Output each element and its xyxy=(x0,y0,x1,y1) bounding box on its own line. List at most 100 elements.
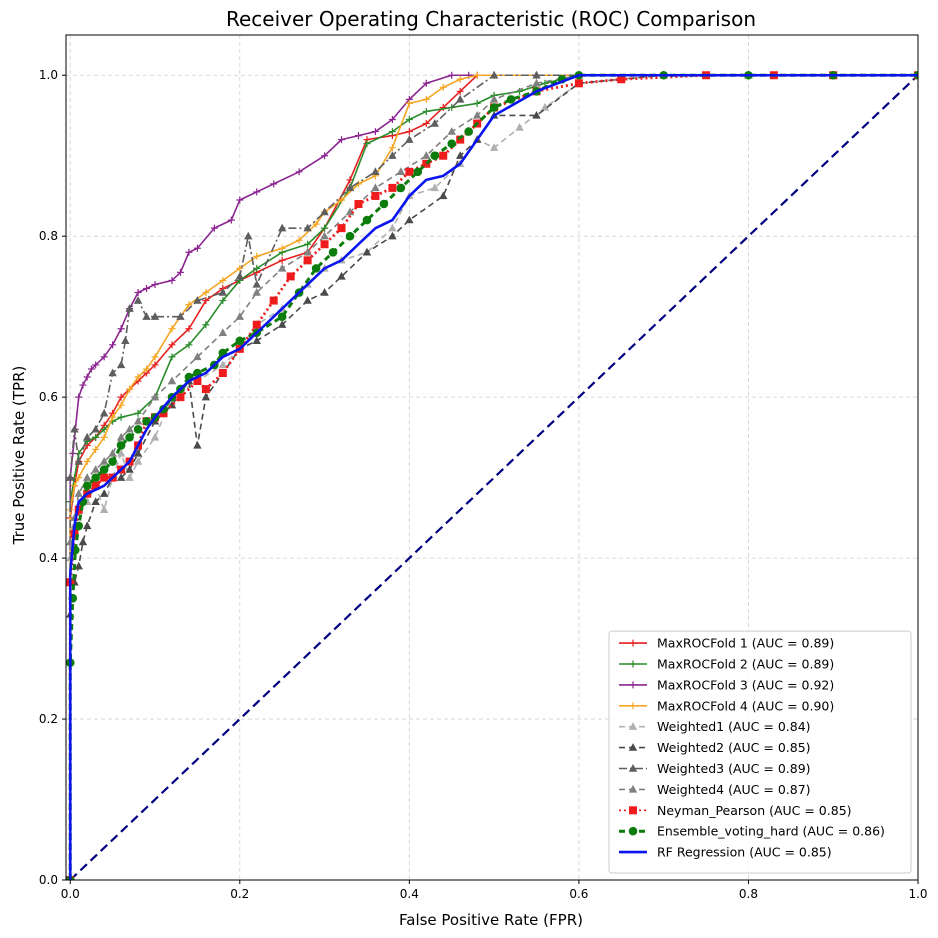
series-point xyxy=(168,341,176,349)
legend-item: MaxROCFold 2 (AUC = 0.89) xyxy=(619,657,834,672)
series-point xyxy=(202,297,210,305)
legend-label: Weighted2 (AUC = 0.85) xyxy=(657,740,811,755)
series-point xyxy=(125,433,134,442)
legend-item: Ensemble_voting_hard (AUC = 0.86) xyxy=(619,824,885,839)
series-point xyxy=(506,95,516,104)
series-point xyxy=(150,432,160,441)
legend-item: Weighted3 (AUC = 0.89) xyxy=(619,761,811,776)
legend-label: MaxROCFold 2 (AUC = 0.89) xyxy=(657,657,834,672)
series-point xyxy=(328,247,338,257)
series-point xyxy=(270,180,278,188)
series-point xyxy=(532,70,541,79)
series-point xyxy=(218,360,228,369)
series-point xyxy=(354,132,362,140)
series-point xyxy=(185,341,193,349)
series-point xyxy=(439,191,448,200)
chance-line xyxy=(69,74,919,881)
series-point xyxy=(82,521,92,530)
x-tick-label: 0.2 xyxy=(230,887,249,901)
series-point xyxy=(617,75,626,84)
series-point xyxy=(320,288,329,296)
legend-item: RF Regression (AUC = 0.85) xyxy=(619,845,832,860)
series-10 xyxy=(66,70,918,880)
legend-label: Ensemble_voting_hard (AUC = 0.86) xyxy=(657,824,885,839)
series-point xyxy=(456,135,465,144)
series-point xyxy=(168,353,176,361)
series-point xyxy=(151,361,159,369)
legend-swatch-marker xyxy=(628,764,638,772)
series-point xyxy=(185,301,193,309)
series-point xyxy=(92,433,100,441)
legend-label: MaxROCFold 3 (AUC = 0.92) xyxy=(657,677,834,692)
legend-label: Weighted1 (AUC = 0.84) xyxy=(657,719,811,734)
series-point xyxy=(125,473,134,481)
legend-label: Weighted4 (AUC = 0.87) xyxy=(657,782,811,797)
series-point xyxy=(185,248,193,256)
x-tick-label: 0.6 xyxy=(569,887,588,901)
series-point xyxy=(176,312,185,320)
legend-swatch-marker xyxy=(629,660,637,668)
series-point xyxy=(320,231,329,240)
series-point xyxy=(91,465,100,473)
series-point xyxy=(99,505,109,514)
series-point xyxy=(439,103,447,111)
y-tick-label: 1.0 xyxy=(39,68,58,82)
series-point xyxy=(116,473,126,481)
series-point xyxy=(100,353,108,361)
series-point xyxy=(388,116,396,123)
series-point xyxy=(218,328,228,336)
series-point xyxy=(201,385,210,394)
series-point xyxy=(338,136,346,144)
y-tick-label: 0.8 xyxy=(39,229,58,243)
series-point xyxy=(116,432,126,441)
series-point xyxy=(473,71,481,79)
series-point xyxy=(202,321,210,329)
series-point xyxy=(99,489,109,497)
series-point xyxy=(117,401,125,409)
series-point xyxy=(422,79,430,87)
series-point xyxy=(133,425,143,434)
legend-item: Neyman_Pearson (AUC = 0.85) xyxy=(619,803,852,818)
series-point xyxy=(108,368,117,377)
series-point xyxy=(321,224,329,232)
series-point xyxy=(117,413,125,421)
series-point xyxy=(82,473,92,481)
series-point xyxy=(405,99,413,107)
series-point xyxy=(388,151,397,159)
series-point xyxy=(295,236,303,244)
series-point xyxy=(338,196,346,204)
series-point xyxy=(176,393,185,402)
series-point xyxy=(100,433,108,441)
series-point xyxy=(74,489,83,497)
plot-frame xyxy=(65,34,919,881)
legend-label: MaxROCFold 1 (AUC = 0.89) xyxy=(657,636,834,651)
series-point xyxy=(143,365,151,373)
legend-item: Weighted4 (AUC = 0.87) xyxy=(619,782,811,797)
series-point xyxy=(277,223,287,232)
series-point xyxy=(405,116,413,123)
series-line xyxy=(68,73,918,880)
series-point xyxy=(99,465,109,474)
legend-swatch-marker xyxy=(629,639,637,647)
legend-swatch-marker xyxy=(628,743,638,751)
series-point xyxy=(422,107,430,115)
series-point xyxy=(515,123,524,131)
series-point xyxy=(121,336,130,345)
series-point xyxy=(219,276,227,284)
series-point xyxy=(371,128,379,136)
y-tick-label: 0.4 xyxy=(39,551,58,565)
series-point xyxy=(218,369,227,377)
series-point xyxy=(303,256,312,265)
series-point xyxy=(422,95,430,103)
series-point xyxy=(541,79,549,87)
series-point xyxy=(176,268,184,276)
series-point xyxy=(337,224,346,233)
series-point xyxy=(320,240,329,249)
series-point xyxy=(87,365,95,373)
series-point xyxy=(193,377,202,386)
series-point xyxy=(430,151,440,161)
series-point xyxy=(456,87,464,95)
series-point xyxy=(193,244,201,252)
x-tick-label: 0.8 xyxy=(739,887,758,901)
series-point xyxy=(126,385,134,393)
